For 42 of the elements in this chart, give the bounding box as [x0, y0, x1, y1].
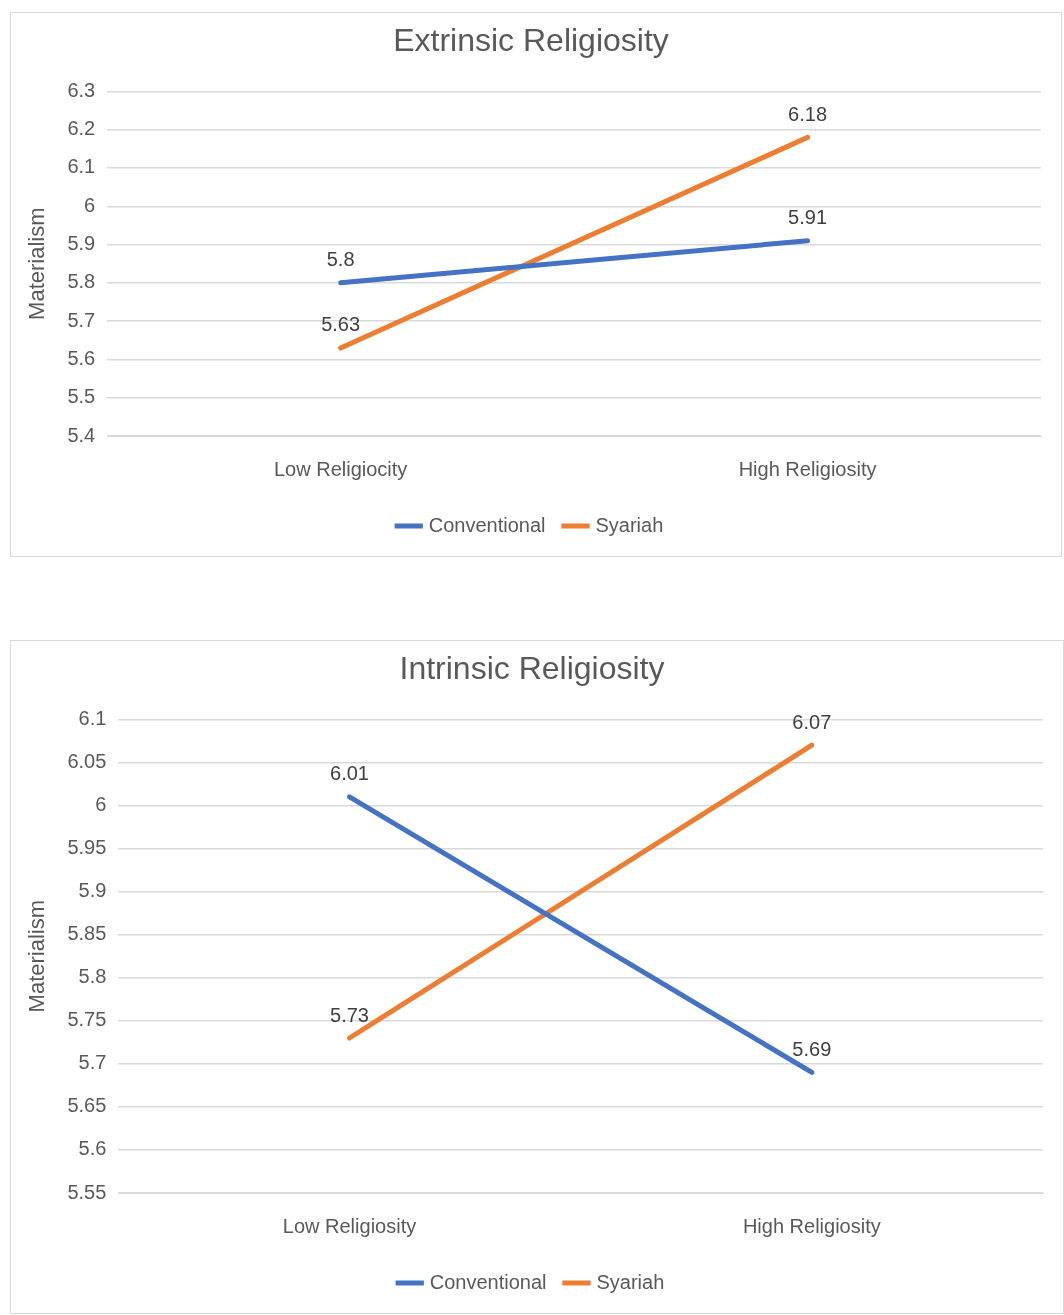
data-label: 5.91 [788, 206, 828, 229]
data-label: 5.69 [792, 1037, 832, 1060]
y-tick-label: 5.6 [67, 346, 96, 369]
y-tick-label: 5.85 [67, 922, 107, 945]
y-tick-label: 5.6 [78, 1137, 107, 1160]
legend-label: Conventional [429, 1270, 547, 1293]
y-tick-label: 5.65 [67, 1094, 107, 1117]
data-label: 5.73 [330, 1003, 369, 1026]
y-tick-label: 6.3 [67, 78, 96, 101]
y-tick-label: 6.2 [67, 117, 96, 140]
y-tick-label: 6.1 [67, 155, 96, 178]
y-tick-label: 5.5 [67, 385, 96, 408]
data-label: 6.01 [330, 762, 369, 785]
legend-label: Syariah [595, 513, 664, 536]
x-tick-label: Low Religiocity [273, 457, 408, 480]
y-tick-label: 5.9 [67, 232, 96, 255]
y-tick-label: 5.95 [67, 836, 107, 859]
y-axis-title: Materialism [24, 207, 50, 320]
legend-label: Syariah [596, 1270, 665, 1293]
y-tick-label: 5.7 [67, 308, 96, 331]
y-tick-label: 5.75 [67, 1008, 107, 1031]
y-tick-label: 6 [84, 193, 96, 216]
x-tick-label: High Religiosity [738, 457, 877, 480]
chart-title: Intrinsic Religiosity [399, 650, 665, 687]
data-label: 5.63 [321, 313, 361, 336]
data-label: 6.07 [792, 710, 832, 733]
y-tick-label: 5.8 [78, 965, 107, 988]
y-tick-label: 6.05 [67, 749, 107, 772]
x-tick-label: High Religiosity [742, 1214, 881, 1237]
y-tick-label: 6 [95, 793, 107, 816]
y-tick-label: 5.7 [78, 1051, 107, 1074]
x-tick-label: Low Religiosity [282, 1214, 417, 1237]
y-axis-title: Materialism [24, 899, 50, 1013]
chart-title: Extrinsic Religiosity [393, 22, 669, 59]
y-tick-label: 6.1 [78, 706, 107, 729]
data-label: 6.18 [788, 102, 828, 125]
legend-label: Conventional [428, 513, 546, 536]
y-tick-label: 5.8 [67, 270, 96, 293]
y-tick-label: 5.55 [67, 1180, 107, 1203]
y-tick-label: 5.4 [67, 423, 96, 446]
y-tick-label: 5.9 [78, 879, 107, 902]
data-label: 5.8 [326, 248, 355, 271]
